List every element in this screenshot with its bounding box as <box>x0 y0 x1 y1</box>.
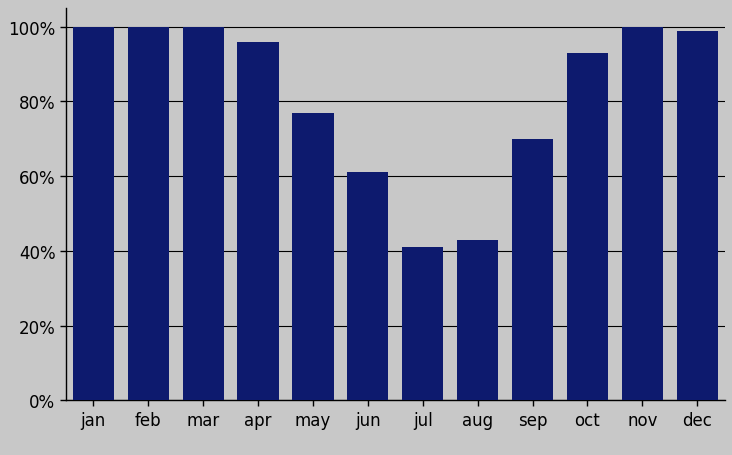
Bar <box>72 28 114 400</box>
Bar <box>457 240 498 400</box>
Bar <box>676 31 718 400</box>
Bar <box>512 140 553 400</box>
Bar <box>127 28 169 400</box>
Bar <box>402 248 444 400</box>
Bar <box>621 28 663 400</box>
Bar <box>567 54 608 400</box>
Bar <box>237 43 279 400</box>
Bar <box>182 28 224 400</box>
Bar <box>292 113 334 400</box>
Bar <box>347 173 389 400</box>
